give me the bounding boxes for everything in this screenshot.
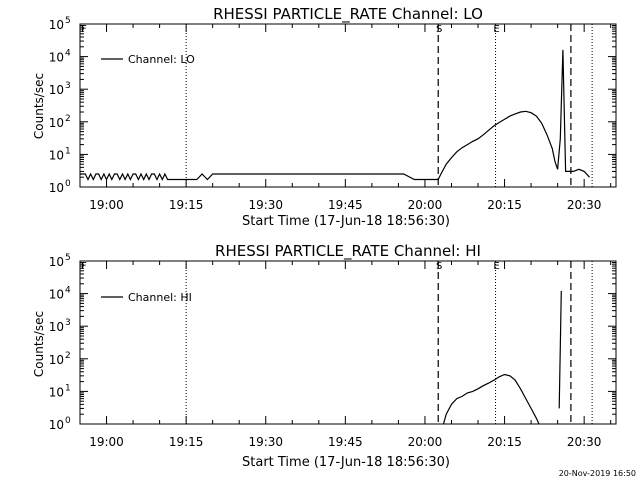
legend-entry: Channel: LO	[128, 53, 195, 66]
x-tick-label: 19:15	[169, 198, 204, 212]
y-tick-exponent: 1	[65, 146, 71, 156]
legend: Channel: LO	[101, 53, 195, 66]
x-tick-label: 19:00	[89, 435, 124, 449]
x-tick-label: 20:00	[408, 435, 443, 449]
data-series	[80, 49, 590, 181]
y-tick-label: 10	[49, 148, 64, 162]
x-tick-label: 19:00	[89, 198, 124, 212]
x-tick-label: 20:30	[567, 198, 602, 212]
y-tick-label: 10	[49, 418, 64, 432]
y-tick-exponent: 2	[65, 351, 71, 361]
x-tick-label: 19:45	[328, 198, 363, 212]
event-marker-s: S	[436, 24, 442, 35]
y-tick-label: 10	[49, 116, 64, 130]
x-axis-ticks: 19:00 19:15 19:30 19:45 20:00 20:15 20:30	[79, 261, 612, 449]
y-tick-exponent: 4	[65, 49, 71, 59]
x-axis-ticks: 19:00 19:15 19:30 19:45 20:00 20:15 20:30	[79, 24, 612, 212]
x-tick-label: 19:30	[248, 435, 283, 449]
y-tick-exponent: 2	[65, 114, 71, 124]
y-tick-exponent: 3	[65, 318, 71, 328]
y-tick-exponent: 1	[65, 383, 71, 393]
y-tick-exponent: 0	[65, 416, 71, 426]
y-tick-exponent: 3	[65, 81, 71, 91]
y-tick-label: 10	[49, 51, 64, 65]
y-axis-label: Counts/sec	[32, 73, 46, 139]
vertical-lines	[185, 24, 593, 187]
event-marker-e: E	[493, 24, 499, 35]
y-tick-exponent: 5	[65, 253, 71, 263]
y-tick-label: 10	[49, 353, 64, 367]
x-axis-label: Start Time (17-Jun-18 18:56:30)	[242, 455, 450, 470]
plot-frame	[79, 260, 617, 425]
footer-timestamp: 20-Nov-2019 16:50	[559, 469, 636, 478]
y-tick-label: 10	[49, 18, 64, 32]
y-tick-exponent: 0	[65, 179, 71, 189]
x-tick-label: 20:15	[487, 435, 522, 449]
chart-title: RHESSI PARTICLE_RATE Channel: HI	[215, 242, 481, 261]
x-axis-label: Start Time (17-Jun-18 18:56:30)	[242, 214, 450, 229]
y-tick-exponent: 4	[65, 286, 71, 296]
series-line-1	[558, 290, 562, 409]
series-line-0	[80, 49, 590, 181]
y-tick-label: 10	[49, 288, 64, 302]
y-axis-label: Counts/sec	[32, 311, 46, 377]
vertical-lines	[185, 261, 593, 424]
y-tick-label: 10	[49, 255, 64, 269]
y-tick-label: 10	[49, 385, 64, 399]
chart-title: RHESSI PARTICLE_RATE Channel: LO	[213, 5, 483, 24]
y-tick-exponent: 5	[65, 16, 71, 26]
x-tick-label: 19:45	[328, 435, 363, 449]
event-marker-e: E	[493, 261, 499, 272]
data-series	[442, 290, 562, 425]
x-tick-label: 20:30	[567, 435, 602, 449]
x-tick-label: 19:15	[169, 435, 204, 449]
y-tick-label: 10	[49, 181, 64, 195]
event-marker-s: S	[436, 261, 442, 272]
y-tick-label: 10	[49, 83, 64, 97]
x-tick-label: 19:30	[248, 198, 283, 212]
x-tick-label: 20:00	[408, 198, 443, 212]
legend-entry: Channel: HI	[128, 291, 192, 304]
series-line-0	[442, 373, 540, 425]
plot-frame	[79, 23, 617, 188]
legend: Channel: HI	[101, 291, 192, 304]
x-tick-label: 20:15	[487, 198, 522, 212]
y-tick-label: 10	[49, 320, 64, 334]
